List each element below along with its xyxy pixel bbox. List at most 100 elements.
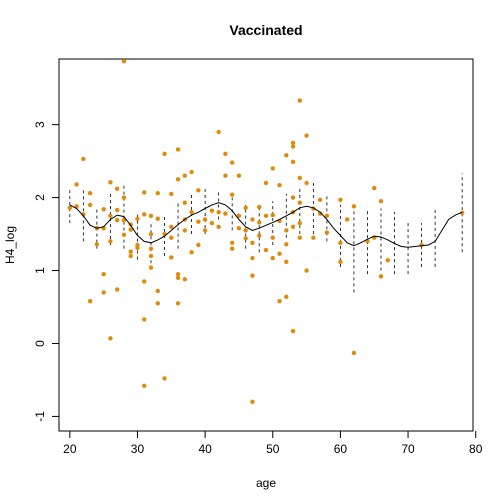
data-point xyxy=(101,290,106,295)
data-point xyxy=(257,220,262,225)
data-point xyxy=(189,169,194,175)
data-point xyxy=(284,294,289,299)
data-point xyxy=(209,208,215,213)
data-point xyxy=(169,255,174,260)
data-point xyxy=(297,175,303,181)
data-point xyxy=(114,207,120,213)
data-point xyxy=(229,192,235,197)
data-point xyxy=(196,188,201,193)
data-point xyxy=(81,212,86,217)
data-point xyxy=(94,242,100,247)
data-point xyxy=(169,191,174,197)
data-point xyxy=(351,204,357,209)
x-axis: 20 30 40 50 60 70 80 xyxy=(63,431,483,456)
data-point xyxy=(223,151,228,157)
data-point xyxy=(87,298,93,304)
data-point xyxy=(135,216,140,221)
data-point xyxy=(304,180,309,186)
x-tick-label: 40 xyxy=(198,442,212,456)
data-point xyxy=(128,253,133,259)
data-point xyxy=(236,226,242,231)
x-axis-label: age xyxy=(256,476,276,490)
data-point xyxy=(284,242,289,247)
data-point xyxy=(236,173,242,178)
data-point xyxy=(67,205,73,210)
data-point xyxy=(209,220,215,226)
data-point xyxy=(277,251,282,256)
y-tick-label: -1 xyxy=(33,411,47,422)
data-point xyxy=(243,236,248,241)
data-point xyxy=(378,274,384,279)
data-point xyxy=(81,156,86,162)
data-point xyxy=(175,147,181,152)
data-point xyxy=(250,255,255,261)
data-point xyxy=(250,273,255,278)
data-point xyxy=(121,58,127,64)
data-point xyxy=(324,213,330,219)
x-tick-label: 70 xyxy=(401,442,415,456)
data-point xyxy=(108,180,113,185)
data-point xyxy=(189,209,194,215)
data-point xyxy=(148,253,154,259)
data-point xyxy=(223,173,228,178)
data-points xyxy=(67,58,465,405)
data-point xyxy=(297,200,303,205)
y-axis-label: H4_log xyxy=(3,226,17,264)
data-point xyxy=(182,173,188,178)
data-point xyxy=(196,219,201,224)
interval-bars xyxy=(69,173,463,293)
data-point xyxy=(142,212,147,217)
data-point xyxy=(284,259,289,264)
data-point xyxy=(142,279,147,284)
data-point xyxy=(155,216,160,221)
data-point xyxy=(297,98,303,103)
data-point xyxy=(182,277,188,282)
data-point xyxy=(317,197,323,202)
data-point xyxy=(175,275,181,281)
data-point xyxy=(101,271,106,277)
plot-frame xyxy=(58,58,474,432)
data-point xyxy=(101,207,106,212)
data-point xyxy=(229,160,235,165)
data-point xyxy=(304,133,309,138)
data-point xyxy=(290,224,296,229)
data-point xyxy=(162,151,167,157)
x-tick-label: 60 xyxy=(334,442,348,456)
data-point xyxy=(290,195,296,200)
data-point xyxy=(182,228,188,233)
data-point xyxy=(290,328,296,334)
data-point xyxy=(155,288,160,294)
data-point xyxy=(216,224,221,229)
data-point xyxy=(169,224,174,229)
data-point xyxy=(142,190,147,195)
data-point xyxy=(263,180,269,186)
data-point xyxy=(257,233,262,238)
data-point xyxy=(121,195,127,200)
data-point xyxy=(108,336,113,341)
data-point xyxy=(277,182,282,188)
data-point xyxy=(277,298,282,304)
data-point xyxy=(155,191,160,196)
data-point xyxy=(108,213,113,219)
x-tick-label: 50 xyxy=(266,442,280,456)
data-point xyxy=(243,228,248,233)
data-point xyxy=(162,376,167,381)
data-point xyxy=(74,182,79,187)
data-point xyxy=(135,245,140,251)
data-point xyxy=(290,159,296,165)
x-tick-label: 20 xyxy=(63,442,77,456)
data-point xyxy=(114,218,120,223)
data-point xyxy=(182,200,188,205)
data-point xyxy=(419,242,424,248)
data-point xyxy=(270,255,275,261)
data-point xyxy=(263,213,269,219)
data-point xyxy=(216,129,221,135)
data-point xyxy=(87,191,93,196)
data-point xyxy=(229,240,235,246)
data-point xyxy=(297,220,303,226)
data-point xyxy=(351,350,357,356)
data-point xyxy=(108,239,113,244)
y-tick-label: 2 xyxy=(33,194,47,201)
data-point xyxy=(338,197,343,202)
